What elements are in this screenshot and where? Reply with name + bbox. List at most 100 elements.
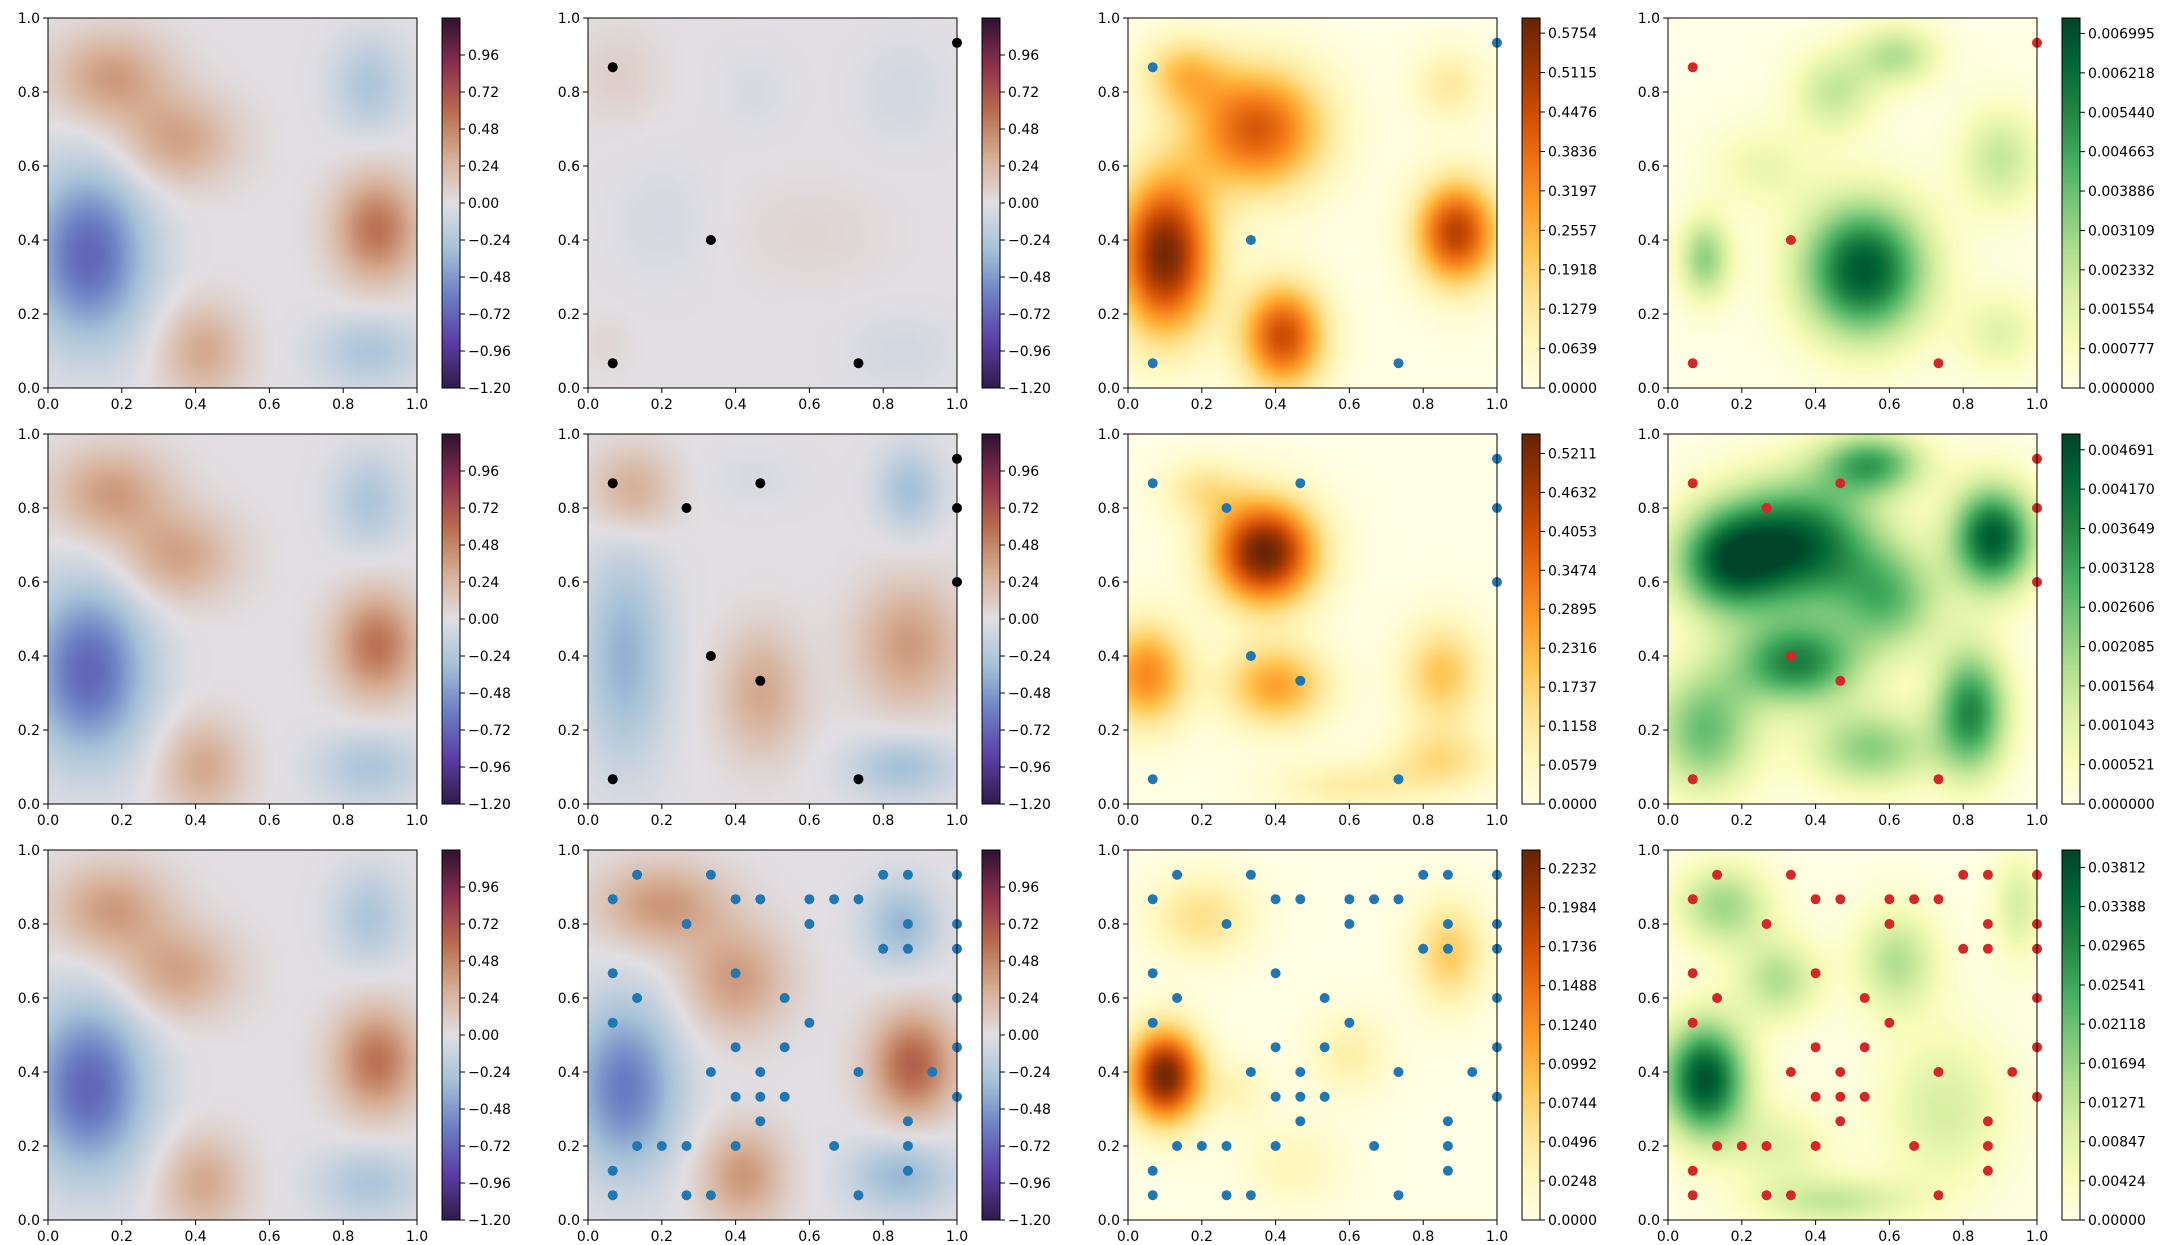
sample-point <box>1442 869 1453 880</box>
panel-r2c4: 0.0 0.2 0.4 0.6 0.8 1.0 0.0 0.2 0.4 0.6 0.8 1.0 0.00… <box>1638 427 2155 829</box>
colorbar-tick-label: −0.24 <box>1008 649 1051 665</box>
y-tick-label: 0.6 <box>18 159 40 175</box>
y-tick-label: 0.4 <box>1098 649 1120 665</box>
x-tick-label: 0.4 <box>184 813 206 829</box>
heatmap-r3c4 <box>1668 850 2037 1220</box>
sample-point <box>1319 1042 1330 1053</box>
colorbar-frame <box>2061 17 2081 389</box>
x-tick-label: 0.0 <box>37 1229 59 1245</box>
y-tick-label: 0.0 <box>18 1213 40 1229</box>
x-tick-label: 0.2 <box>651 813 673 829</box>
sample-point <box>1270 968 1281 979</box>
x-tick-label: 0.6 <box>1338 397 1360 413</box>
colorbar-tick-label: 0.002332 <box>2088 263 2155 279</box>
sample-point <box>1270 1141 1281 1151</box>
x-tick-label: 0.0 <box>37 397 59 413</box>
sample-point <box>853 1067 864 1077</box>
colorbar-tick-label: 0.48 <box>1008 538 1039 554</box>
sample-point <box>804 894 815 905</box>
panel-r1c4: 0.0 0.2 0.4 0.6 0.8 1.0 0.0 0.2 0.4 0.6 0.8 1.0 0.00… <box>1638 11 2155 413</box>
sample-point <box>1442 1116 1453 1127</box>
sample-point <box>1147 968 1158 979</box>
sample-point <box>1884 1017 1895 1028</box>
colorbar-tick-label: 0.24 <box>1008 159 1039 175</box>
sample-point <box>902 943 913 954</box>
y-tick-label: 0.6 <box>1098 159 1120 175</box>
sample-point <box>1884 894 1895 905</box>
y-tick-label: 1.0 <box>18 11 40 27</box>
colorbar-r1c2 <box>982 18 1000 388</box>
sample-point <box>681 1190 692 1201</box>
y-tick-label: 0.8 <box>558 501 580 517</box>
sample-point <box>755 478 766 489</box>
x-tick-label: 0.2 <box>1191 1229 1213 1245</box>
colorbar-tick-label: −0.72 <box>468 307 511 323</box>
x-tick-label: 0.2 <box>1191 813 1213 829</box>
colorbar-tick-label: −0.24 <box>1008 1065 1051 1081</box>
sample-point <box>1712 1141 1723 1151</box>
axes-frame <box>1667 433 2038 805</box>
colorbar-tick-label: 0.01271 <box>2088 1095 2146 1111</box>
panel-r2c3: 0.0 0.2 0.4 0.6 0.8 1.0 0.0 0.2 0.4 0.6 0.8 1.0 0.52… <box>1098 427 1597 829</box>
sample-point <box>705 235 716 245</box>
x-tick-label: 0.2 <box>651 397 673 413</box>
sample-point <box>755 1091 766 1102</box>
colorbar-tick-label: 0.72 <box>1008 917 1039 933</box>
colorbar-tick-label: 0.00 <box>1008 196 1039 212</box>
sample-point <box>1467 1067 1478 1077</box>
colorbar-tick-label: −0.24 <box>1008 233 1051 249</box>
sample-point <box>1687 358 1698 369</box>
sample-point <box>1245 1190 1256 1201</box>
heatmap-r2c3 <box>1128 434 1497 804</box>
y-tick-label: 0.4 <box>1098 233 1120 249</box>
sample-point <box>1295 478 1306 489</box>
sample-point <box>632 993 643 1003</box>
sample-point <box>1712 869 1723 880</box>
axes-frame <box>47 849 418 1221</box>
colorbar-tick-label: 0.0992 <box>1548 1057 1597 1073</box>
sample-point <box>730 1042 741 1053</box>
colorbar-tick-label: 0.1240 <box>1548 1018 1597 1034</box>
y-tick-label: 0.2 <box>558 1139 580 1155</box>
x-tick-label: 0.4 <box>1804 813 1826 829</box>
axes-frame <box>1127 849 1498 1221</box>
colorbar-frame <box>1521 17 1541 389</box>
sample-point <box>1393 894 1404 905</box>
x-tick-label: 0.2 <box>111 1229 133 1245</box>
colorbar-tick-label: 0.4476 <box>1548 105 1597 121</box>
sample-point <box>607 358 618 369</box>
axes-frame <box>587 433 958 805</box>
sample-point <box>1442 1141 1453 1151</box>
x-tick-label: 0.2 <box>1731 397 1753 413</box>
x-tick-label: 0.4 <box>724 1229 746 1245</box>
sample-point <box>1319 993 1330 1003</box>
x-tick-label: 1.0 <box>1486 397 1508 413</box>
colorbar-tick-label: −0.96 <box>1008 1176 1051 1192</box>
y-tick-label: 0.2 <box>1098 307 1120 323</box>
sample-point <box>705 869 716 880</box>
x-tick-label: 1.0 <box>2026 397 2048 413</box>
sample-point <box>1245 1067 1256 1077</box>
colorbar-tick-label: 0.1984 <box>1548 901 1597 917</box>
sample-point <box>1196 1141 1207 1151</box>
heatmap-r2c4 <box>1668 434 2037 804</box>
colorbar-tick-label: −0.48 <box>1008 1102 1051 1118</box>
x-tick-label: 0.6 <box>258 1229 280 1245</box>
sample-point <box>730 894 741 905</box>
y-tick-label: 1.0 <box>1098 11 1120 27</box>
y-tick-label: 0.4 <box>1638 649 1660 665</box>
sample-point <box>1835 478 1846 489</box>
x-tick-label: 0.8 <box>332 813 354 829</box>
panel-r3c2: 0.0 0.2 0.4 0.6 0.8 1.0 0.0 0.2 0.4 0.6 0.8 1.0 0.96… <box>558 843 1051 1245</box>
colorbar-tick-label: 0.03812 <box>2088 860 2146 876</box>
sample-point <box>1835 675 1846 686</box>
colorbar-tick-label: −0.24 <box>468 649 511 665</box>
sample-point <box>1785 651 1796 661</box>
x-tick-label: 0.0 <box>37 813 59 829</box>
x-tick-label: 0.6 <box>1338 813 1360 829</box>
sample-point <box>1147 62 1158 73</box>
sample-point <box>1369 1141 1380 1151</box>
sample-point <box>853 358 864 369</box>
x-tick-label: 0.0 <box>577 1229 599 1245</box>
colorbar-tick-label: 0.5754 <box>1548 26 1597 42</box>
